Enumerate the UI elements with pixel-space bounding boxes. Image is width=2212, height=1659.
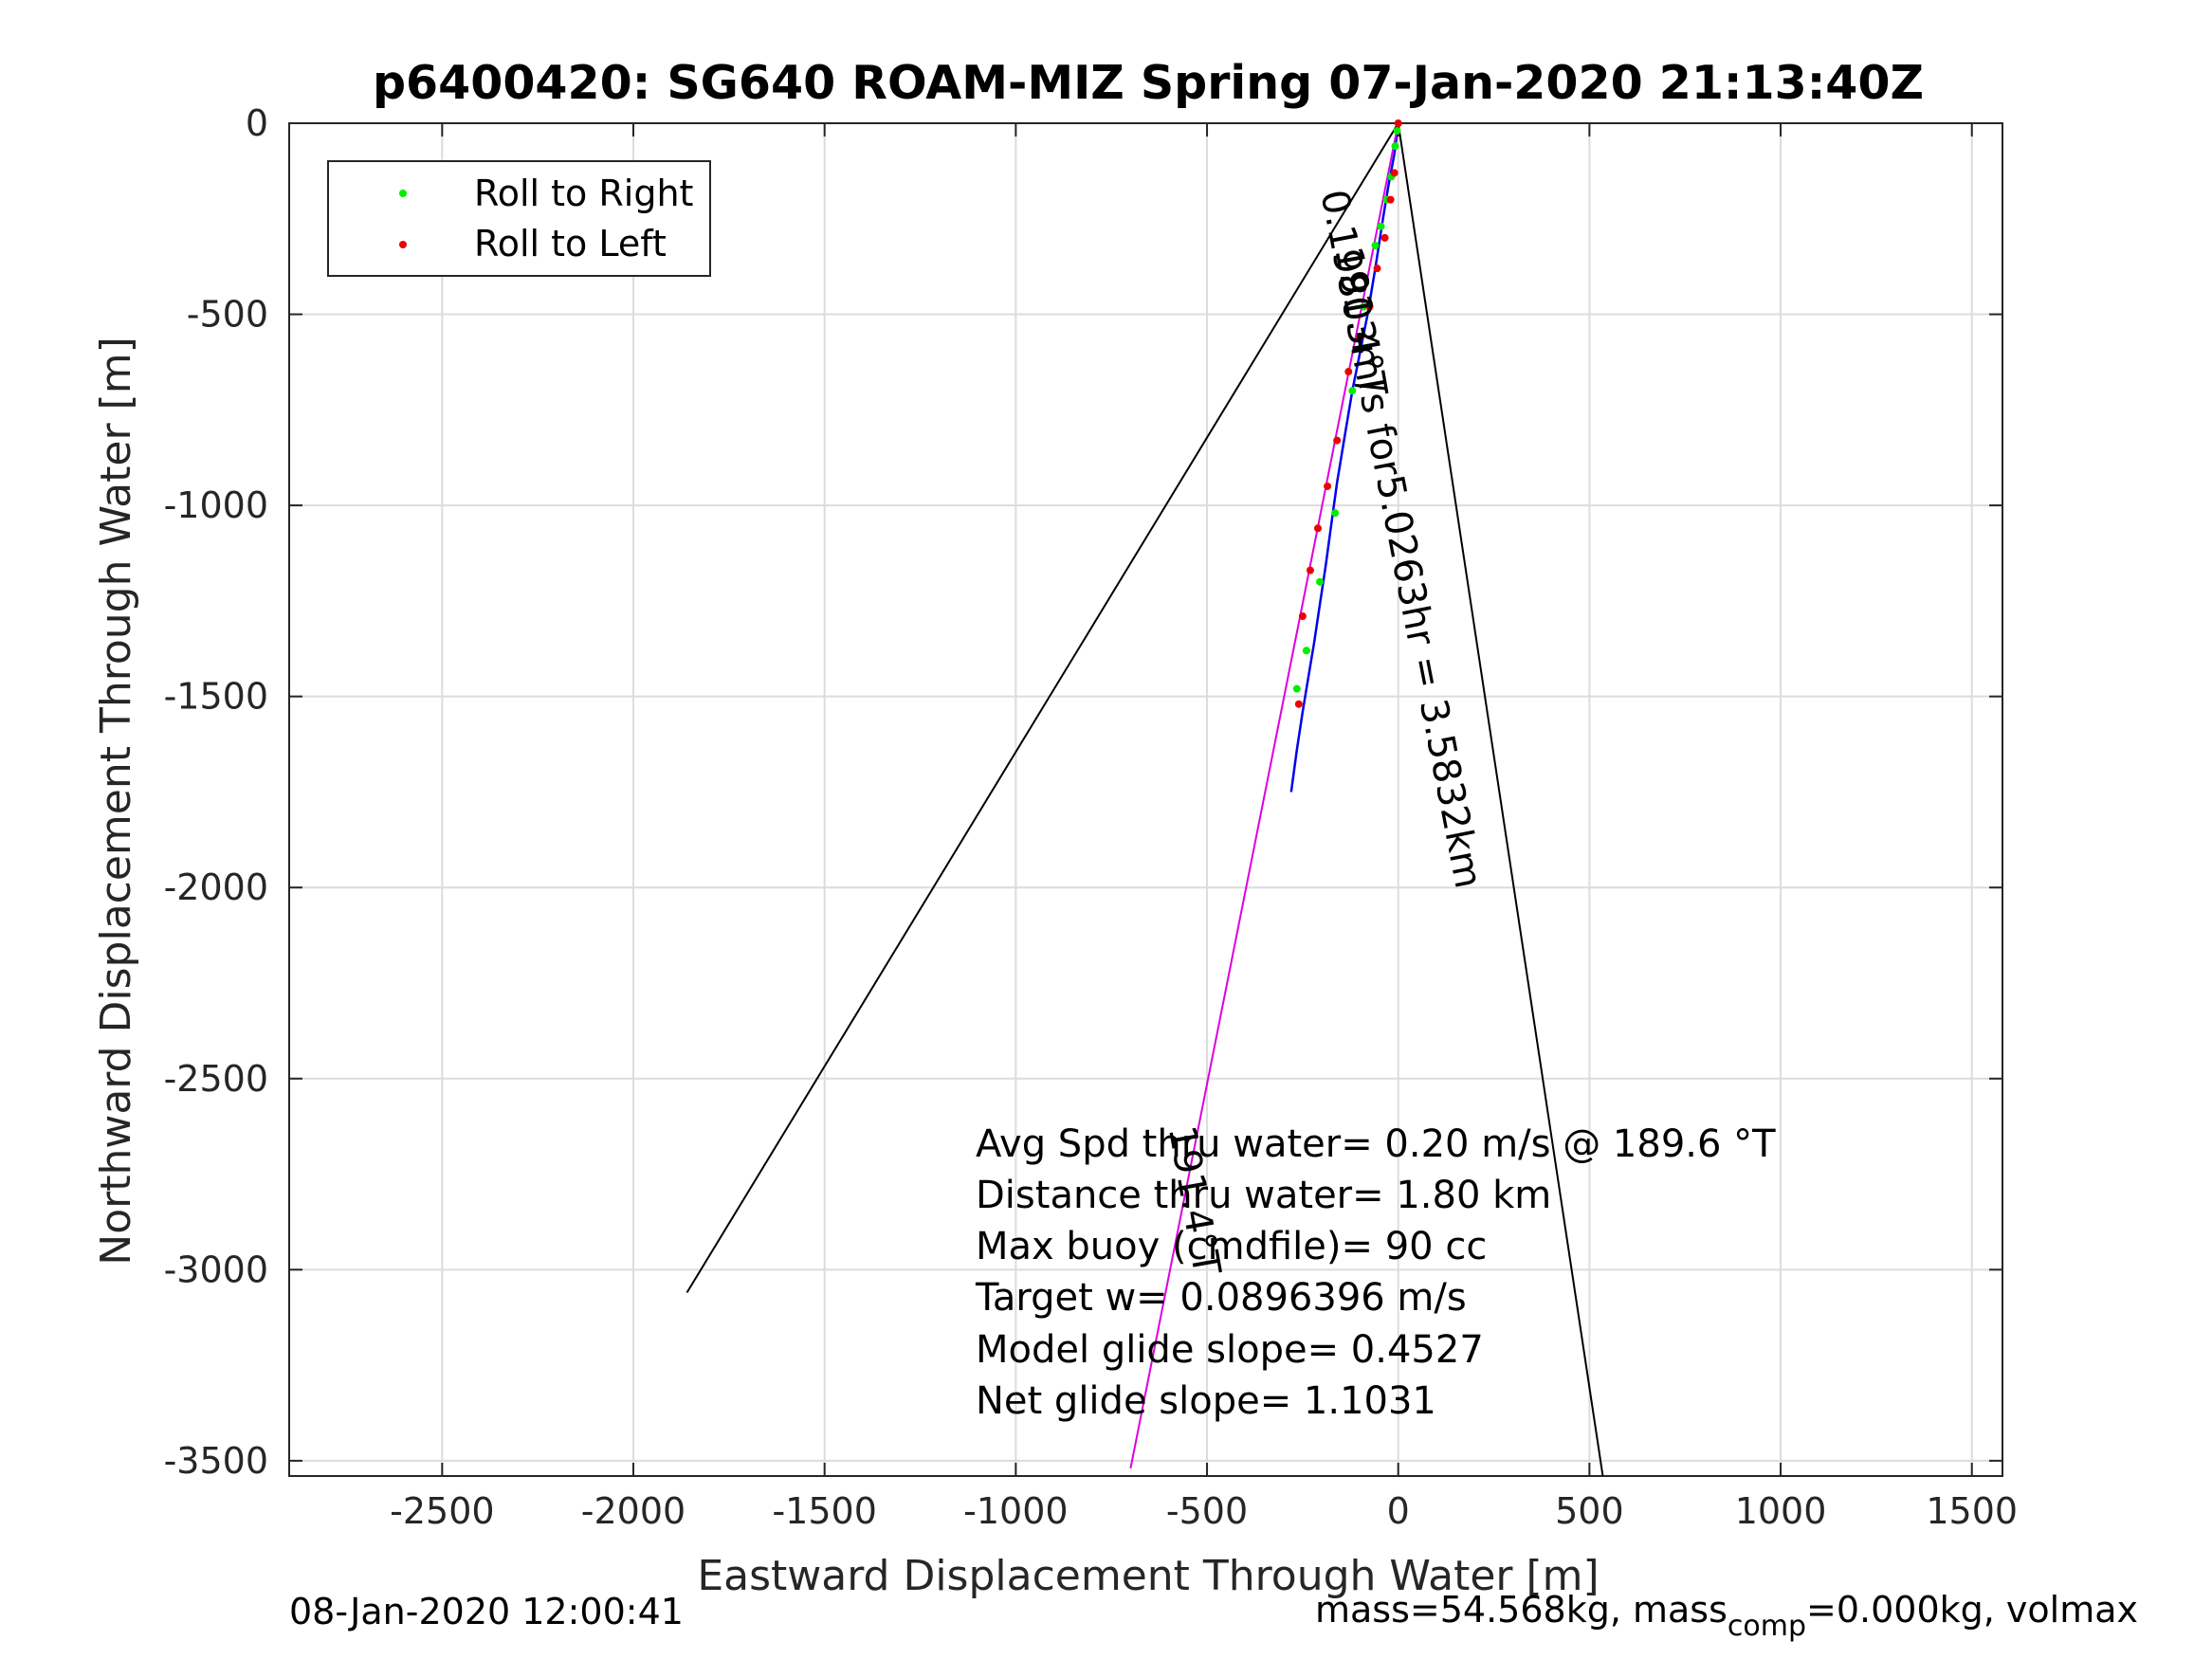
y-tick-label: -1500	[164, 676, 268, 718]
legend: Roll to Right Roll to Left	[327, 160, 711, 277]
roll-left-point	[1380, 233, 1389, 242]
series-heading-line	[1129, 122, 1399, 1469]
roll-right-point	[1360, 302, 1368, 311]
plot-area	[288, 122, 2003, 1477]
stats-block: Avg Spd thru water= 0.20 m/s @ 189.6 °T …	[975, 1122, 1776, 1423]
footer-mass-info: mass=54.568kg, masscomp=0.000kg, volmax	[1315, 1589, 2138, 1643]
roll-left-point	[1298, 612, 1307, 621]
roll-right-point	[1377, 222, 1385, 230]
footer-timestamp: 08-Jan-2020 12:00:41	[289, 1591, 684, 1632]
roll-left-point	[1386, 195, 1395, 204]
x-tick-label: -2000	[581, 1490, 686, 1532]
y-tick-label: -2500	[164, 1058, 268, 1100]
legend-box	[327, 160, 711, 277]
roll-left-point	[1373, 264, 1381, 273]
footer-mass-prefix: mass=54.568kg, mass	[1315, 1589, 1728, 1631]
roll-left-point	[1390, 169, 1398, 177]
stat-distance: Distance thru water= 1.80 km	[976, 1174, 1551, 1217]
roll-left-point	[1356, 333, 1364, 341]
roll-left-point	[1324, 482, 1332, 490]
roll-right-point	[1316, 577, 1325, 586]
axis-ticks: -2500 -2000 -1500 -1000 -500 0 500 1000 1500 0 -50…	[164, 102, 2019, 1532]
roll-right-point	[1292, 684, 1301, 693]
y-tick-label: 0	[246, 102, 268, 144]
roll-right-point	[1302, 647, 1310, 655]
roll-markers	[1292, 119, 1402, 708]
roll-left-point	[1314, 524, 1323, 533]
y-tick-label: -1000	[164, 484, 268, 526]
x-tick-label: 500	[1555, 1490, 1624, 1532]
x-tick-label: -1500	[772, 1490, 876, 1532]
chart-title: p6400420: SG640 ROAM-MIZ Spring 07-Jan-2…	[373, 56, 1924, 110]
stat-avg-speed: Avg Spd thru water= 0.20 m/s @ 189.6 °T	[976, 1122, 1776, 1166]
y-tick-label: -2000	[164, 866, 268, 908]
legend-marker-roll-right	[399, 190, 407, 197]
y-axis-label: Northward Displacement Through Water [m]	[92, 337, 140, 1265]
y-tick-label: -3500	[164, 1440, 268, 1482]
stat-max-buoy: Max buoy (cmdfile)= 90 cc	[976, 1225, 1487, 1268]
roll-left-point	[1306, 566, 1314, 574]
x-axis-label: Eastward Displacement Through Water [m]	[697, 1552, 1599, 1600]
x-tick-label: 1500	[1926, 1490, 2018, 1532]
roll-left-point	[1333, 436, 1342, 445]
roll-right-point	[1331, 509, 1340, 518]
roll-left-point	[1344, 368, 1353, 376]
roll-right-point	[1393, 127, 1401, 136]
y-tick-label: -3000	[164, 1249, 268, 1290]
series-glider-track	[1289, 122, 1399, 793]
stat-model-glide-slope: Model glide slope= 0.4527	[976, 1328, 1484, 1372]
data-series	[686, 122, 1604, 1477]
x-tick-label: -500	[1166, 1490, 1248, 1532]
legend-marker-roll-left	[399, 241, 407, 248]
stat-target-w: Target w= 0.0896396 m/s	[975, 1276, 1467, 1320]
legend-label-roll-right: Roll to Right	[474, 173, 693, 214]
roll-left-point	[1365, 302, 1374, 311]
roll-right-point	[1348, 387, 1357, 395]
series-envelope-right	[1397, 122, 1604, 1477]
y-tick-label: -500	[187, 294, 268, 336]
roll-left-point	[1294, 700, 1303, 708]
legend-label-roll-left: Roll to Left	[474, 223, 667, 264]
roll-left-point	[1394, 119, 1402, 127]
footer-mass-suffix: =0.000kg, volmax	[1806, 1589, 2138, 1631]
footer-mass-subscript: comp	[1728, 1610, 1806, 1643]
x-tick-label: -2500	[390, 1490, 494, 1532]
roll-right-point	[1391, 142, 1399, 151]
roll-right-point	[1371, 241, 1380, 249]
x-tick-label: 0	[1387, 1490, 1410, 1532]
series-envelope-left	[686, 122, 1399, 1294]
stat-net-glide-slope: Net glide slope= 1.1031	[976, 1379, 1436, 1423]
x-tick-label: -1000	[963, 1490, 1068, 1532]
x-tick-label: 1000	[1735, 1490, 1827, 1532]
